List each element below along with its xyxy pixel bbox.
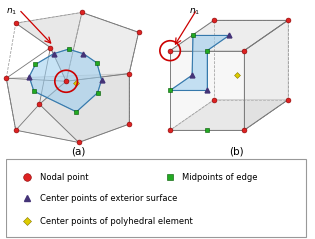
Text: $n_1$: $n_1$ xyxy=(189,6,200,17)
Text: Center points of polyhedral element: Center points of polyhedral element xyxy=(40,217,192,226)
Polygon shape xyxy=(170,100,288,130)
Polygon shape xyxy=(16,12,82,81)
Text: $n_1$: $n_1$ xyxy=(6,6,18,17)
Polygon shape xyxy=(6,74,129,142)
Text: Nodal point: Nodal point xyxy=(40,173,88,182)
Polygon shape xyxy=(170,35,229,90)
Polygon shape xyxy=(244,20,288,130)
Text: Midpoints of edge: Midpoints of edge xyxy=(182,173,257,182)
Polygon shape xyxy=(39,74,129,142)
Polygon shape xyxy=(29,49,101,112)
Polygon shape xyxy=(170,20,288,51)
Polygon shape xyxy=(66,12,139,81)
Text: (a): (a) xyxy=(72,146,86,156)
Polygon shape xyxy=(170,51,244,130)
FancyBboxPatch shape xyxy=(6,159,306,237)
Text: Center points of exterior surface: Center points of exterior surface xyxy=(40,194,177,203)
Text: (b): (b) xyxy=(229,146,243,156)
